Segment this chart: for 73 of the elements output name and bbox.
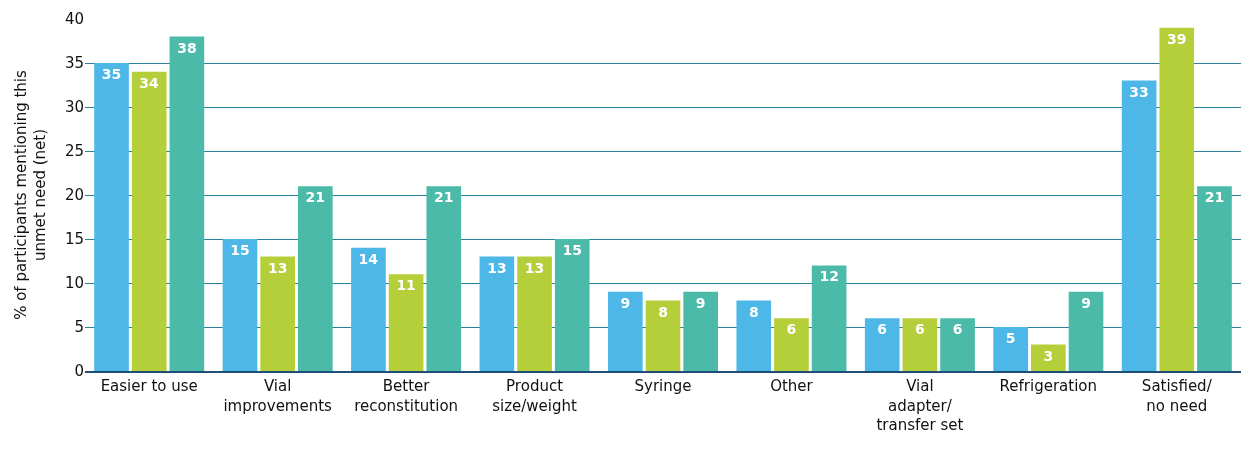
bar bbox=[1159, 27, 1195, 371]
bar bbox=[864, 318, 900, 371]
data-label: 21 bbox=[1204, 189, 1225, 206]
data-label: 15 bbox=[562, 242, 582, 258]
data-label: 39 bbox=[1167, 30, 1187, 47]
data-label: 13 bbox=[487, 259, 507, 276]
x-tick-label: Syringe bbox=[634, 377, 692, 395]
data-label: 6 bbox=[952, 321, 963, 338]
x-tick-label: Other bbox=[770, 377, 814, 395]
data-label: 14 bbox=[358, 250, 379, 267]
data-label: 15 bbox=[230, 242, 250, 258]
bar bbox=[554, 239, 590, 371]
bar bbox=[993, 327, 1028, 371]
bar bbox=[940, 318, 975, 371]
data-label: 13 bbox=[267, 259, 288, 276]
bar bbox=[607, 291, 643, 371]
bar bbox=[479, 256, 515, 371]
y-tick-label: 0 bbox=[74, 362, 84, 381]
bar bbox=[94, 63, 129, 371]
bar bbox=[131, 71, 167, 371]
y-tick-label: 25 bbox=[64, 142, 84, 161]
y-tick-label: 5 bbox=[74, 318, 84, 337]
x-tick-label: Refrigeration bbox=[999, 377, 1098, 395]
bar bbox=[811, 265, 847, 371]
data-label: 8 bbox=[658, 303, 668, 320]
y-tick-label: 15 bbox=[64, 230, 84, 249]
data-label: 21 bbox=[434, 189, 454, 206]
data-label: 21 bbox=[305, 189, 326, 206]
data-label: 13 bbox=[524, 259, 545, 276]
bar bbox=[426, 186, 462, 371]
x-tick-label: Product size/weight bbox=[492, 377, 578, 415]
data-label: 9 bbox=[1081, 294, 1091, 311]
bar bbox=[260, 256, 295, 371]
bar bbox=[683, 291, 719, 371]
data-label: 8 bbox=[748, 303, 759, 320]
bar bbox=[388, 274, 424, 371]
bar bbox=[736, 300, 772, 371]
bar bbox=[645, 300, 681, 371]
data-label: 5 bbox=[1005, 330, 1016, 346]
y-tick-label: 40 bbox=[64, 10, 84, 29]
bar bbox=[222, 239, 258, 371]
data-label: 33 bbox=[1129, 83, 1149, 100]
x-tick-label: Satisfied/ no need bbox=[1141, 377, 1213, 415]
data-label: 6 bbox=[915, 321, 925, 338]
data-label: 6 bbox=[877, 321, 888, 338]
bar bbox=[1121, 80, 1157, 371]
bar bbox=[517, 256, 552, 371]
data-label: 9 bbox=[620, 294, 631, 311]
y-axis-title: % of participants mentioning this unmet need (net) bbox=[11, 69, 50, 320]
data-label: 9 bbox=[695, 294, 706, 311]
y-tick-label: 10 bbox=[64, 274, 84, 293]
bar bbox=[902, 318, 938, 371]
data-label: 35 bbox=[101, 66, 122, 82]
bar bbox=[1068, 291, 1104, 371]
bar bbox=[1031, 344, 1066, 371]
bar bbox=[774, 318, 809, 371]
data-label: 12 bbox=[819, 268, 839, 285]
y-tick-label: 30 bbox=[64, 98, 84, 117]
y-tick-label: 35 bbox=[64, 54, 84, 73]
data-label: 38 bbox=[177, 39, 197, 56]
x-tick-label: Vial improvements bbox=[223, 377, 333, 415]
data-label: 3 bbox=[1043, 347, 1054, 364]
x-tick-label: Vial adapter/ transfer set bbox=[876, 377, 964, 434]
x-tick-label: Better reconstitution bbox=[354, 377, 459, 415]
bar bbox=[298, 186, 333, 371]
bar bbox=[351, 247, 386, 371]
data-label: 11 bbox=[396, 277, 416, 294]
data-label: 34 bbox=[139, 74, 160, 91]
x-tick-label: Easier to use bbox=[100, 377, 198, 395]
bar bbox=[169, 36, 205, 371]
y-tick-label: 20 bbox=[64, 186, 84, 205]
data-label: 6 bbox=[786, 321, 797, 338]
bar bbox=[1197, 186, 1232, 371]
